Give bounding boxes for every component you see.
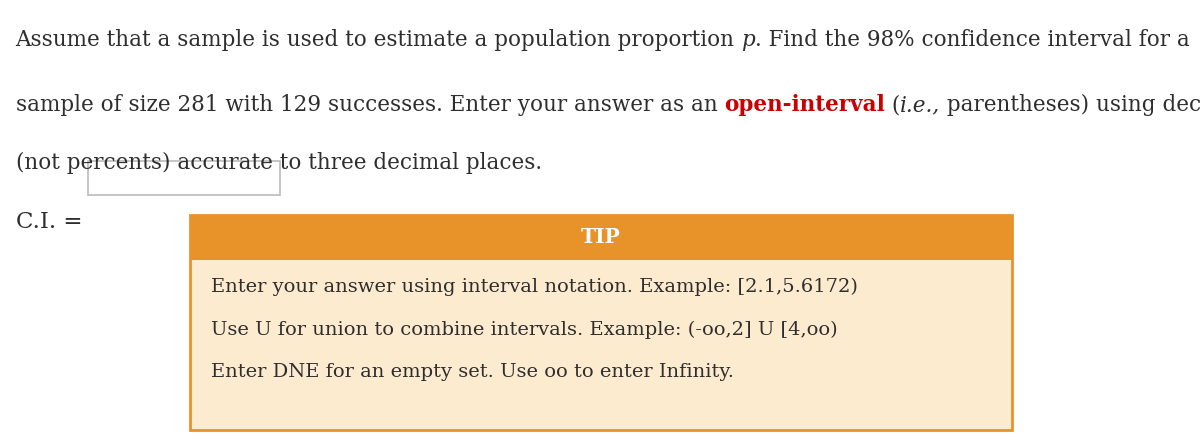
Text: (: ( [884,94,900,116]
FancyBboxPatch shape [190,215,1012,260]
Text: Assume that a sample is used to estimate a population proportion: Assume that a sample is used to estimate… [16,29,742,51]
Text: C.I. =: C.I. = [16,211,82,233]
FancyBboxPatch shape [88,161,280,195]
Text: Enter your answer using interval notation. Example: [2.1,5.6172): Enter your answer using interval notatio… [211,278,858,296]
Text: Enter DNE for an empty set. Use oo to enter Infinity.: Enter DNE for an empty set. Use oo to en… [211,363,734,381]
Text: open-interval: open-interval [725,94,884,116]
FancyBboxPatch shape [190,215,1012,430]
Text: Use U for union to combine intervals. Example: (-oo,2] U [4,oo): Use U for union to combine intervals. Ex… [211,320,838,339]
Text: parentheses) using decimals: parentheses) using decimals [941,94,1200,116]
Text: TIP: TIP [581,228,620,247]
Text: . Find the 98% confidence interval for a: . Find the 98% confidence interval for a [755,29,1190,51]
Text: sample of size 281 with 129 successes. Enter your answer as an: sample of size 281 with 129 successes. E… [16,94,725,116]
Text: p: p [742,29,755,51]
Text: (not percents) accurate to three decimal places.: (not percents) accurate to three decimal… [16,152,541,174]
Text: i.e.,: i.e., [900,94,941,116]
